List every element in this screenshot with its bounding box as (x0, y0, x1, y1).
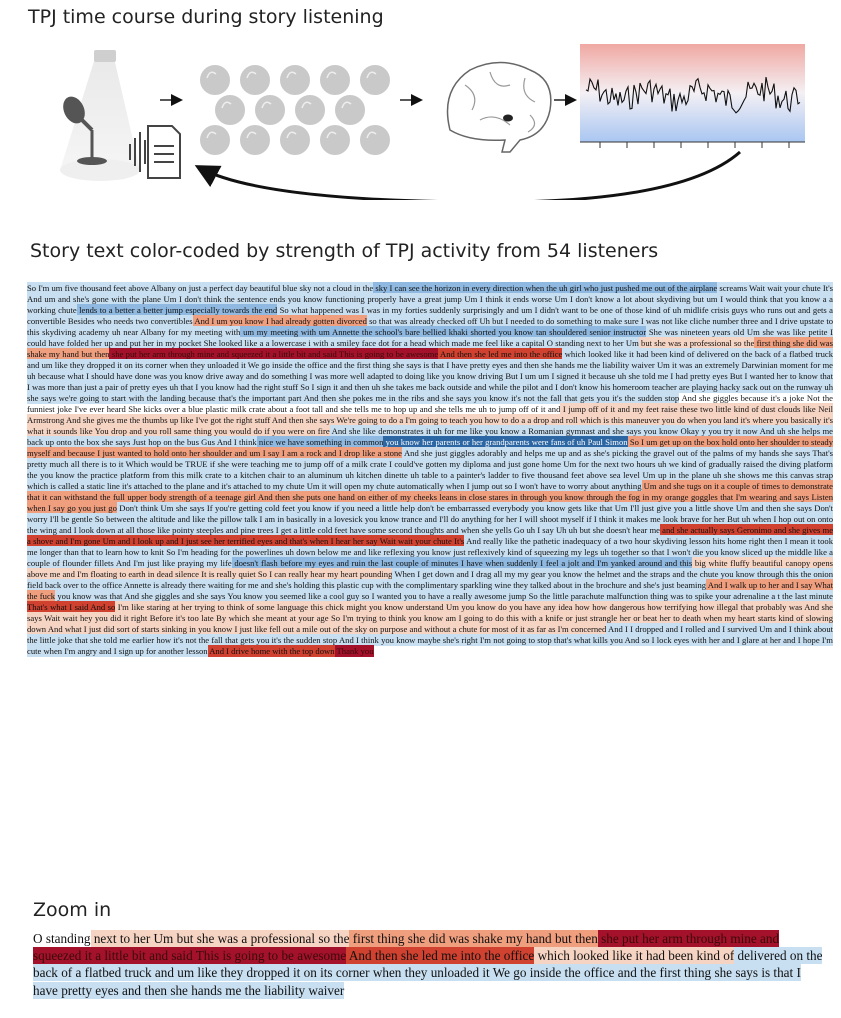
story-segment: doesn't flash before my eyes and ruin th… (231, 557, 693, 569)
story-segment: That's what I said And so (27, 601, 116, 613)
spotlight-icon (60, 50, 140, 181)
zoom-segment: And then she led me into the office (346, 947, 535, 965)
story-segment: lends to a better a better jump especial… (76, 304, 278, 316)
story-segment: nice we have something in common (256, 436, 384, 448)
zoom-segment: but she was a professional so the (173, 930, 350, 947)
story-segment: she put her arm through mine and squeeze… (109, 348, 439, 360)
zoom-segment: which looked like it had been kind of (534, 947, 735, 965)
zoom-text: O standing next to her Um but she was a … (33, 930, 829, 999)
story-segment: So I'm um five thousand feet above Alban… (27, 282, 374, 294)
zoom-segment: next to her Um (90, 930, 174, 947)
story-heading: Story text color-coded by strength of TP… (30, 240, 659, 262)
zoom-segment: O standing (33, 931, 91, 946)
story-text: So I'm um five thousand feet above Alban… (27, 282, 834, 657)
story-segment: but she was a professional so the (638, 337, 755, 349)
audience-icon (198, 63, 392, 157)
story-segment: you know was that And she giggles and sh… (55, 590, 833, 602)
brain-icon (446, 61, 552, 153)
zoom-heading: Zoom in (33, 899, 112, 921)
pipeline-diagram (60, 44, 805, 200)
story-segment: sky I can see the horizon in every direc… (373, 282, 718, 294)
feedback-arrow-icon (194, 150, 741, 200)
story-segment: And then she led me into the office (438, 348, 563, 360)
story-segment: you know her parents or her grandparents… (383, 436, 628, 448)
microphone-icon (63, 96, 107, 165)
story-segment: Thank you (334, 645, 374, 657)
pipeline-heading: TPJ time course during story listening (28, 6, 384, 28)
timecourse-plot-icon (580, 44, 805, 148)
story-segment: um my meeting with um Annette the school… (240, 326, 647, 338)
story-segment: And I um you know I had already gotten d… (192, 315, 367, 327)
zoom-segment: she put her arm through mine (597, 930, 757, 947)
zoom-segment: first thing she did was shake my hand bu… (349, 930, 598, 947)
audio-document-icon (129, 125, 181, 179)
story-segment: And she giggles because it's a joke Not … (27, 393, 833, 414)
story-segment: And I drive home with the top down (207, 645, 335, 657)
